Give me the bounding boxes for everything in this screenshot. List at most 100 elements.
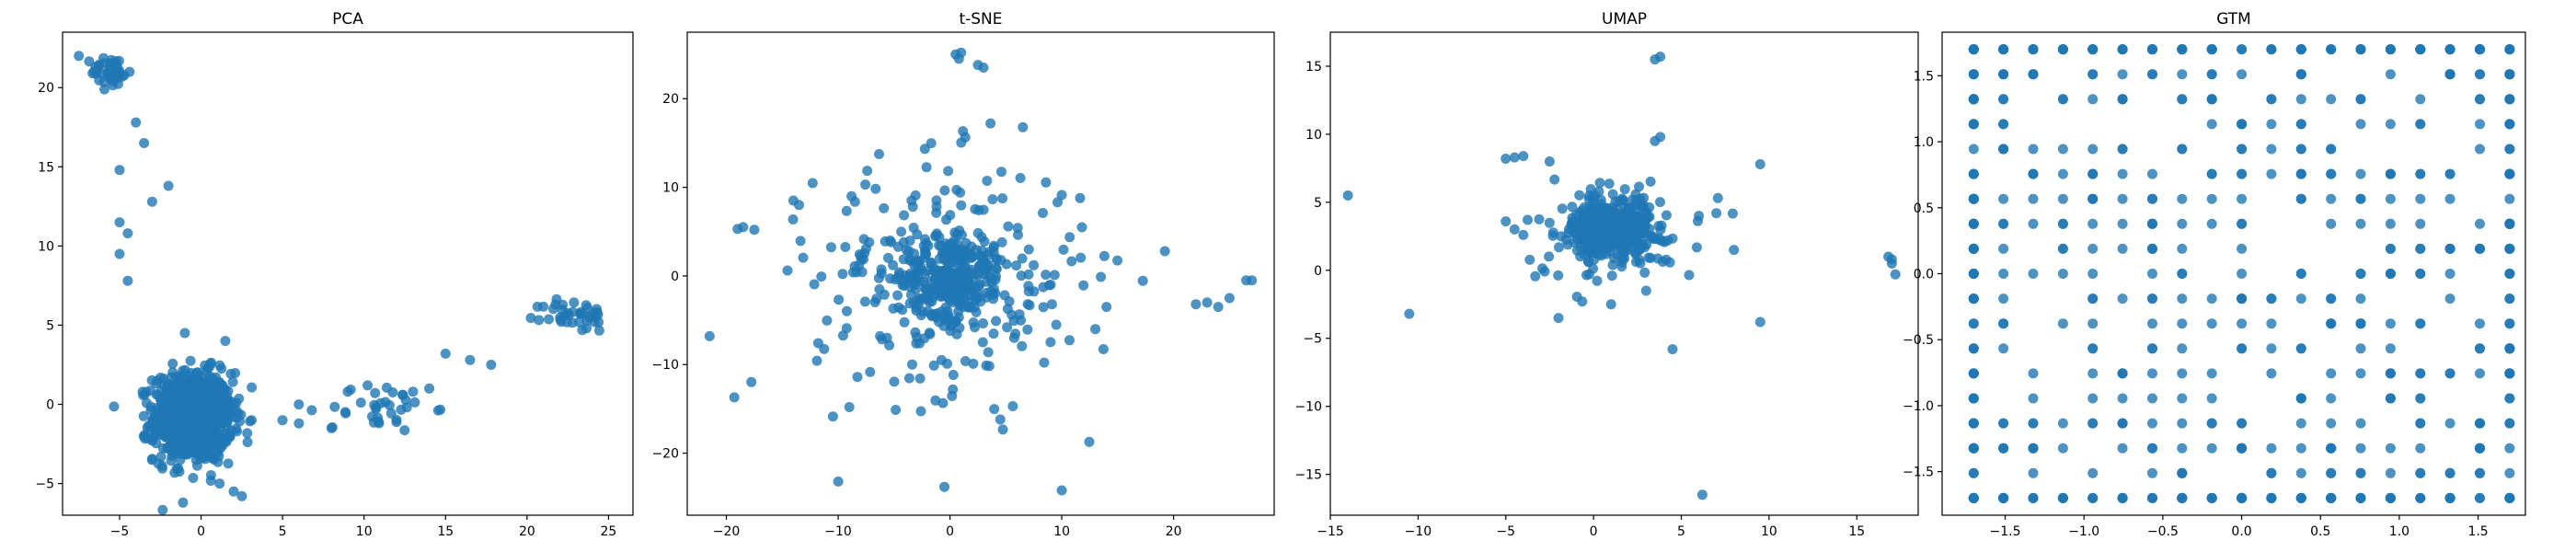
data-point bbox=[2385, 318, 2396, 329]
data-point bbox=[903, 373, 914, 384]
data-point bbox=[1556, 231, 1567, 242]
data-point bbox=[2504, 269, 2515, 279]
data-point bbox=[837, 330, 848, 341]
data-point bbox=[191, 460, 202, 471]
data-point bbox=[2355, 293, 2366, 305]
data-point bbox=[2057, 218, 2068, 229]
data-point bbox=[569, 297, 580, 308]
data-point bbox=[1342, 190, 1353, 201]
data-point bbox=[170, 430, 181, 441]
data-point bbox=[224, 431, 236, 443]
data-point bbox=[822, 315, 833, 326]
data-point bbox=[1592, 275, 1603, 286]
data-point bbox=[1610, 196, 1621, 207]
data-point bbox=[2415, 368, 2426, 379]
data-point bbox=[122, 228, 133, 239]
data-point bbox=[859, 296, 870, 307]
data-point bbox=[1190, 299, 1202, 310]
data-point bbox=[2475, 492, 2485, 503]
data-point bbox=[1041, 270, 1052, 281]
data-point bbox=[2415, 168, 2426, 179]
data-point bbox=[1137, 275, 1148, 286]
data-point bbox=[1968, 269, 1979, 279]
x-tick-label: −10 bbox=[1405, 524, 1432, 539]
data-point bbox=[729, 392, 740, 403]
data-point bbox=[2206, 418, 2217, 429]
data-point bbox=[879, 289, 890, 300]
x-tick-label: −1.5 bbox=[1990, 524, 2021, 539]
axes-frame bbox=[62, 31, 634, 516]
data-point bbox=[465, 354, 476, 365]
data-point bbox=[2087, 467, 2099, 478]
data-point bbox=[860, 179, 871, 190]
data-point bbox=[160, 432, 171, 443]
data-point bbox=[2385, 44, 2396, 55]
x-tick-label: 10 bbox=[1053, 524, 1070, 539]
data-point bbox=[191, 443, 202, 454]
data-point bbox=[1585, 247, 1596, 258]
data-point bbox=[746, 376, 757, 387]
data-point bbox=[2028, 193, 2039, 204]
data-point bbox=[146, 454, 157, 466]
data-point bbox=[326, 422, 337, 433]
data-point bbox=[936, 306, 947, 317]
data-point bbox=[1617, 210, 1628, 221]
data-point bbox=[2326, 218, 2337, 229]
data-point bbox=[907, 359, 917, 370]
data-point bbox=[1567, 201, 1578, 213]
data-point bbox=[1691, 242, 1702, 253]
data-point bbox=[1056, 485, 1067, 496]
data-point bbox=[2206, 368, 2217, 379]
data-point bbox=[1501, 216, 1512, 227]
data-point bbox=[2355, 467, 2366, 478]
data-point bbox=[2295, 193, 2306, 204]
data-point bbox=[140, 433, 151, 444]
data-point bbox=[891, 405, 902, 415]
data-point bbox=[2117, 443, 2128, 454]
x-tick-label: 0.0 bbox=[2231, 524, 2251, 539]
data-point bbox=[978, 63, 989, 73]
y-tick-label: −5 bbox=[35, 477, 54, 492]
data-point bbox=[943, 166, 954, 177]
data-point bbox=[844, 402, 855, 412]
data-point bbox=[2117, 168, 2128, 179]
x-tick-label: −20 bbox=[713, 524, 741, 539]
data-point bbox=[2147, 168, 2157, 179]
data-point bbox=[2415, 393, 2426, 404]
data-point bbox=[1754, 316, 1765, 328]
data-point bbox=[2147, 343, 2157, 354]
data-point bbox=[183, 443, 194, 454]
scatter-points bbox=[74, 51, 604, 515]
data-point bbox=[1098, 250, 1110, 261]
data-point bbox=[2087, 318, 2099, 329]
data-point bbox=[213, 447, 224, 458]
data-point bbox=[2326, 467, 2337, 478]
data-point bbox=[2147, 443, 2157, 454]
data-point bbox=[1684, 270, 1695, 281]
data-point bbox=[2237, 144, 2248, 155]
data-point bbox=[2028, 269, 2039, 279]
data-point bbox=[2326, 492, 2337, 503]
data-point bbox=[982, 176, 993, 186]
data-point bbox=[1562, 239, 1573, 250]
data-point bbox=[2504, 318, 2515, 329]
data-point bbox=[983, 347, 994, 358]
data-point bbox=[2237, 418, 2248, 429]
data-point bbox=[2415, 467, 2426, 478]
data-point bbox=[122, 275, 133, 286]
data-point bbox=[2057, 492, 2068, 503]
data-point bbox=[1404, 308, 1415, 319]
data-point bbox=[1002, 322, 1013, 333]
data-point bbox=[568, 306, 578, 317]
data-point bbox=[1544, 217, 1555, 228]
data-point bbox=[1630, 200, 1641, 211]
data-point bbox=[860, 243, 871, 254]
data-point bbox=[2385, 269, 2396, 279]
data-point bbox=[1998, 293, 2009, 305]
data-point bbox=[1968, 293, 1979, 305]
data-point bbox=[2117, 193, 2128, 204]
data-point bbox=[222, 415, 233, 426]
data-point bbox=[1159, 246, 1170, 257]
data-point bbox=[1052, 197, 1063, 208]
data-point bbox=[841, 205, 852, 216]
